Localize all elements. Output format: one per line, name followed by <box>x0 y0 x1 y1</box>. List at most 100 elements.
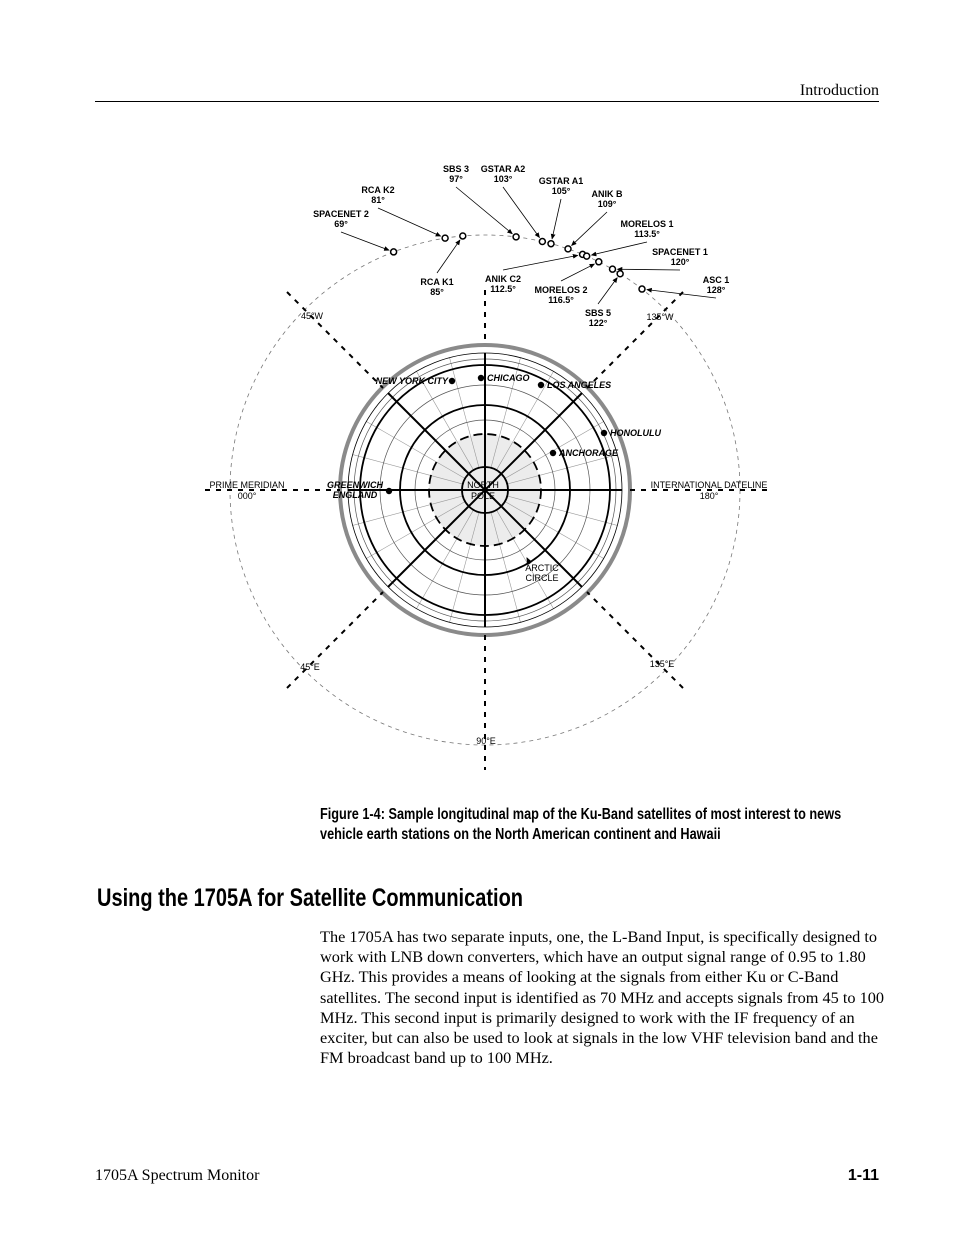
grid-radial <box>504 421 604 479</box>
grid-radial <box>496 509 554 609</box>
satellite-longitude: 112.5° <box>490 284 516 294</box>
satellite-pointer <box>377 207 442 237</box>
prime-meridian-label: PRIME MERIDIAN <box>209 480 284 490</box>
city-label: NEW YORK CITY <box>376 376 449 386</box>
grid-radial <box>507 495 618 526</box>
satellite-longitude: 97° <box>449 174 463 184</box>
prime-meridian-degree: 000° <box>238 491 257 501</box>
polar-grid <box>205 234 770 770</box>
satellite-pointer <box>550 198 562 240</box>
satellite-pointer <box>502 253 579 271</box>
satellite-marker <box>582 252 591 260</box>
north-pole-label: NORTH <box>467 480 499 490</box>
satellite-pointer <box>340 231 390 251</box>
satellite-name: SPACENET 2 <box>313 209 369 219</box>
arctic-circle-label-2: CIRCLE <box>525 573 558 583</box>
grid-radial <box>490 357 521 468</box>
city-dot <box>600 429 608 437</box>
satellite-name: SBS 3 <box>443 164 469 174</box>
grid-radial <box>366 421 466 479</box>
satellite-name: SPACENET 1 <box>652 247 708 257</box>
satellite-longitude: 116.5° <box>548 295 574 305</box>
city-label: HONOLULU <box>610 428 661 438</box>
grid-radial <box>416 509 474 609</box>
label-135w: 135°W <box>646 312 674 322</box>
label-45e: 45°E <box>300 662 320 672</box>
satellite-name: RCA K1 <box>420 277 453 287</box>
satellite-marker <box>547 239 555 248</box>
north-pole-label-2: POLE <box>471 491 495 501</box>
city-dot <box>448 377 456 385</box>
label-135e: 135°E <box>650 659 675 669</box>
city-dot <box>549 449 557 457</box>
satellite-name: MORELOS 2 <box>534 285 587 295</box>
cities: NEW YORK CITY CHICAGO LOS ANGELES HONOLULU A… <box>327 373 661 500</box>
satellite-pointer <box>560 263 596 282</box>
satellite-longitude: 85° <box>430 287 444 297</box>
satellite-name: SBS 5 <box>585 308 611 318</box>
city-label: GREENWICH <box>327 480 384 490</box>
grid-radial <box>352 454 463 485</box>
satellite-longitude: 103° <box>494 174 513 184</box>
satellite-name: MORELOS 1 <box>620 219 673 229</box>
city-dot <box>477 374 485 382</box>
footer-manual-title: 1705A Spectrum Monitor <box>95 1167 260 1184</box>
satellite-marker <box>441 234 449 242</box>
grid-radial <box>449 357 480 468</box>
header-rule <box>95 101 879 102</box>
label-90e: 90°E <box>476 736 496 746</box>
section-title: Using the 1705A for Satellite Communicat… <box>97 884 524 912</box>
satellite-pointer <box>455 186 513 235</box>
satellite-pointer <box>590 241 648 257</box>
city-label-line2: ENGLAND <box>333 490 378 500</box>
grid-radial <box>496 371 554 471</box>
grid-radial <box>416 371 474 471</box>
satellite-marker <box>616 269 624 278</box>
satellite-marker <box>389 248 398 256</box>
grid-radial <box>504 501 604 559</box>
arctic-circle-label: ARCTIC <box>525 563 559 573</box>
satellite-pointer <box>571 211 608 247</box>
dateline-label: INTERNATIONAL DATELINE <box>651 480 768 490</box>
satellite-marker <box>538 237 547 246</box>
dateline-degree: 180° <box>700 491 719 501</box>
satellite-longitude: 113.5° <box>634 229 660 239</box>
satellite-name: GSTAR A2 <box>481 164 526 174</box>
satellite-marker <box>595 258 603 266</box>
satellite-longitude-diagram: PRIME MERIDIAN 000° INTERNATIONAL DATELI… <box>205 164 770 770</box>
satellite-name: ANIK C2 <box>485 274 521 284</box>
satellite-name: GSTAR A1 <box>539 176 584 186</box>
city-label: ANCHORAGE <box>558 448 619 458</box>
grid-radial <box>366 501 466 559</box>
satellite-marker <box>564 245 572 253</box>
satellite-name: ANIK B <box>592 189 623 199</box>
satellite-longitude: 81° <box>371 195 385 205</box>
city-label: LOS ANGELES <box>547 380 611 390</box>
satellite-longitude: 105° <box>552 186 571 196</box>
satellite-marker <box>608 265 617 273</box>
city-dot <box>385 487 393 495</box>
city-dot <box>537 381 545 389</box>
satellite-longitude: 69° <box>334 219 348 229</box>
satellite-longitude: 128° <box>707 285 726 295</box>
longitude-dashed-lines <box>205 290 770 770</box>
satellite-pointer <box>597 277 618 305</box>
grid-radial <box>352 495 463 526</box>
satellite-marker <box>638 285 646 293</box>
satellite-longitude: 109° <box>598 199 617 209</box>
satellite-marker <box>512 233 520 241</box>
grid-radial <box>507 454 618 485</box>
satellite-name: RCA K2 <box>361 185 394 195</box>
label-45w: 45°W <box>301 311 324 321</box>
running-header: Introduction <box>799 82 879 99</box>
satellite-marker <box>459 232 467 240</box>
satellite-longitude: 120° <box>671 257 690 267</box>
page-number: 1-11 <box>847 1167 879 1184</box>
grid-radial <box>490 512 521 623</box>
body-paragraph: The 1705A has two separate inputs, one, … <box>320 927 885 1068</box>
city-label: CHICAGO <box>487 373 530 383</box>
grid-radial <box>449 512 480 623</box>
satellite-pointer <box>646 287 717 299</box>
figure-caption: Figure 1-4: Sample longitudinal map of t… <box>320 806 842 843</box>
